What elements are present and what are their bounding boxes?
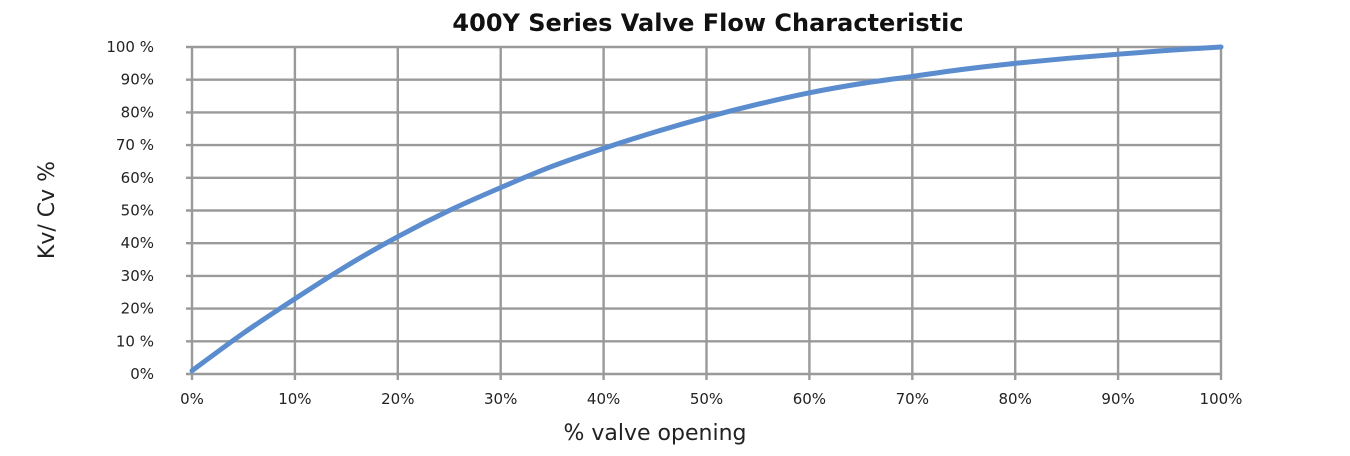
- flow-curve-line: [189, 44, 1224, 374]
- y-tick-label: 80%: [121, 103, 154, 121]
- x-tick-label: 20%: [381, 390, 414, 408]
- y-axis-label: Kv/ Cv %: [35, 161, 60, 259]
- x-tick-label: 80%: [999, 390, 1032, 408]
- x-tick-label: 60%: [793, 390, 826, 408]
- grid: [186, 45, 1223, 380]
- y-tick-label: 60%: [121, 169, 154, 187]
- y-tick-label: 30%: [121, 267, 154, 285]
- x-tick-label: 90%: [1101, 390, 1134, 408]
- x-tick-label: 100%: [1200, 390, 1243, 408]
- x-axis-label: % valve opening: [564, 421, 747, 446]
- x-tick-label: 30%: [484, 390, 517, 408]
- y-tick-label: 20%: [121, 300, 154, 318]
- x-tick-label: 40%: [587, 390, 620, 408]
- x-tick-label: 50%: [690, 390, 723, 408]
- x-tick-label: 70%: [896, 390, 929, 408]
- y-tick-label: 50%: [121, 202, 154, 220]
- y-axis-ticks: 0% 10 % 20% 30% 40% 50% 60% 70 % 80% 90% 100 %: [106, 38, 154, 383]
- y-tick-label: 100 %: [106, 38, 154, 56]
- y-tick-label: 40%: [121, 234, 154, 252]
- x-axis-ticks: 0% 10% 20% 30% 40% 50% 60% 70% 80% 90% 100%: [180, 390, 1242, 408]
- y-tick-label: 90%: [121, 71, 154, 89]
- chart-title: 400Y Series Valve Flow Characteristic: [452, 9, 963, 37]
- y-tick-label: 70 %: [116, 136, 154, 154]
- x-tick-label: 10%: [278, 390, 311, 408]
- series-layer: [189, 44, 1224, 374]
- y-tick-label: 0%: [130, 365, 154, 383]
- y-tick-label: 10 %: [116, 332, 154, 350]
- x-tick-label: 0%: [180, 390, 204, 408]
